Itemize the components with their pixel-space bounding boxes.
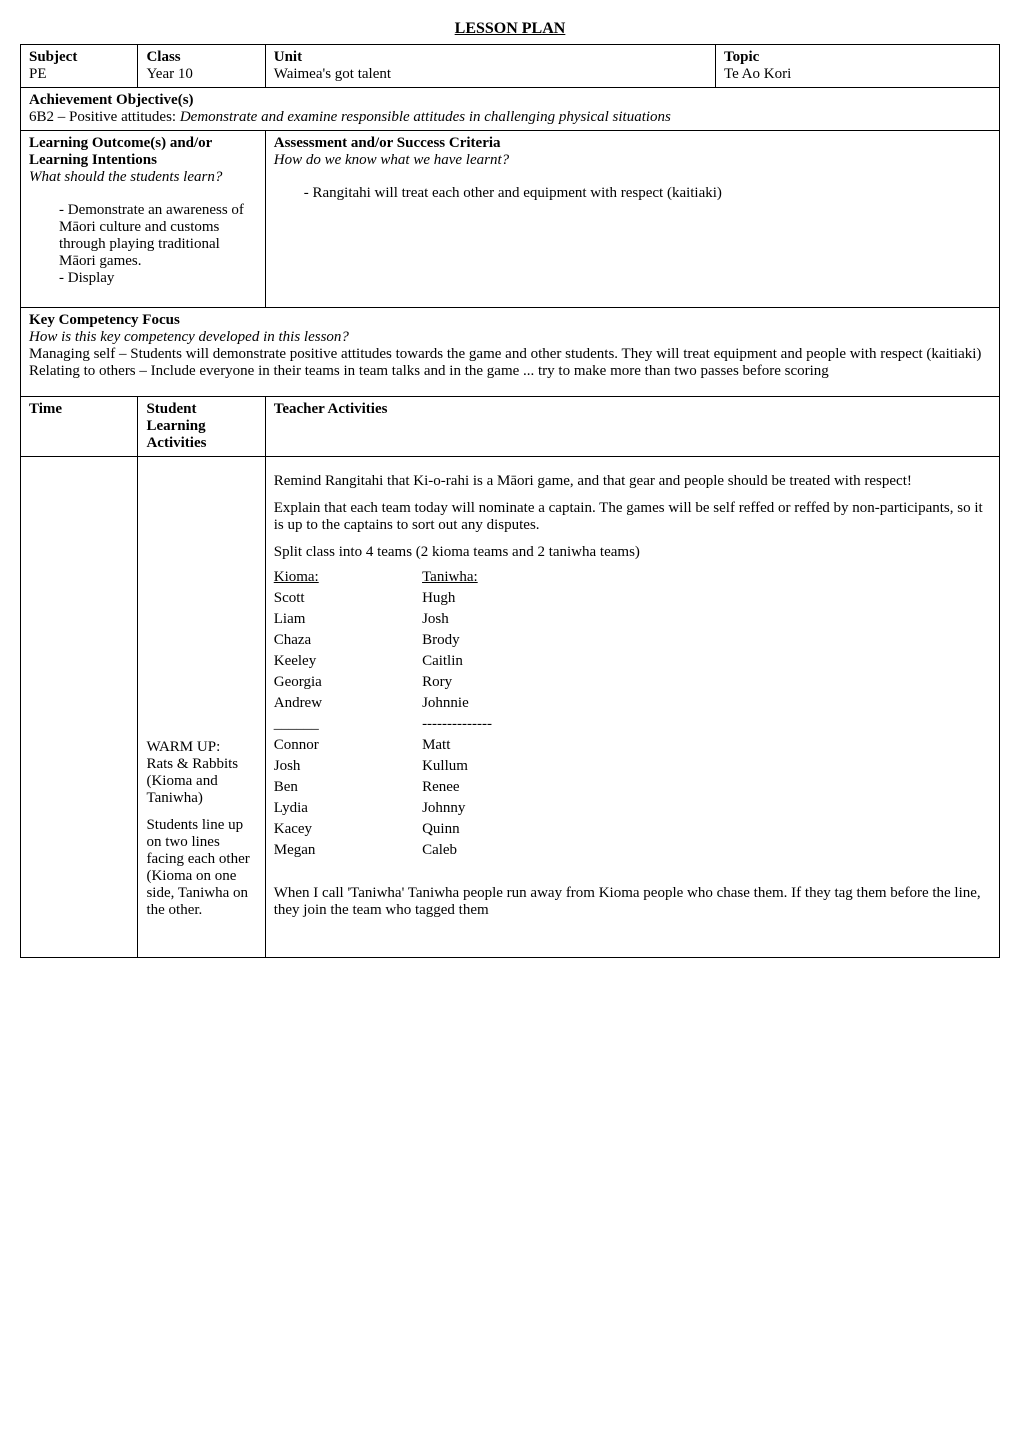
kioma-team1-name: Andrew bbox=[274, 693, 322, 714]
topic-label: Topic bbox=[724, 49, 991, 66]
activities-content-row: WARM UP: Rats & Rabbits (Kioma and Taniw… bbox=[21, 457, 1000, 958]
kioma-team2-name: Lydia bbox=[274, 798, 322, 819]
taniwha-team2-name: Matt bbox=[422, 735, 492, 756]
taniwha-team2-name: Caleb bbox=[422, 840, 492, 861]
teacher-p4: When I call 'Taniwha' Taniwha people run… bbox=[274, 885, 991, 919]
kioma-column: Kioma: Scott Liam Chaza Keeley Georgia A… bbox=[274, 567, 322, 861]
taniwha-separator: -------------- bbox=[422, 714, 492, 735]
taniwha-team1-name: Brody bbox=[422, 630, 492, 651]
teacher-activities-cell: Remind Rangitahi that Ki-o-rahi is a Māo… bbox=[265, 457, 999, 958]
class-label: Class bbox=[146, 49, 256, 66]
assessment-heading: Assessment and/or Success Criteria bbox=[274, 135, 991, 152]
time-cell bbox=[21, 457, 138, 958]
kioma-team1-name: Liam bbox=[274, 609, 322, 630]
competency-line-2: Relating to others – Include everyone in… bbox=[29, 363, 991, 380]
learning-outcomes-subheading: What should the students learn? bbox=[29, 169, 257, 186]
warmup-label: WARM UP: bbox=[146, 739, 256, 756]
taniwha-team1-name: Caitlin bbox=[422, 651, 492, 672]
taniwha-label: Taniwha: bbox=[422, 567, 492, 588]
topic-value: Te Ao Kori bbox=[724, 66, 991, 83]
header-row: Subject PE Class Year 10 Unit Waimea's g… bbox=[21, 45, 1000, 88]
assessment-subheading: How do we know what we have learnt? bbox=[274, 152, 991, 169]
kioma-separator: ______ bbox=[274, 714, 322, 735]
teacher-p3: Split class into 4 teams (2 kioma teams … bbox=[274, 544, 991, 561]
taniwha-team1-name: Josh bbox=[422, 609, 492, 630]
topic-cell: Topic Te Ao Kori bbox=[715, 45, 999, 88]
time-header: Time bbox=[21, 397, 138, 457]
subject-value: PE bbox=[29, 66, 129, 83]
lesson-plan-table: Subject PE Class Year 10 Unit Waimea's g… bbox=[20, 44, 1000, 958]
taniwha-team2-name: Quinn bbox=[422, 819, 492, 840]
learning-outcomes-heading: Learning Outcome(s) and/or Learning Inte… bbox=[29, 135, 257, 169]
unit-cell: Unit Waimea's got talent bbox=[265, 45, 715, 88]
taniwha-team2-name: Renee bbox=[422, 777, 492, 798]
taniwha-column: Taniwha: Hugh Josh Brody Caitlin Rory Jo… bbox=[422, 567, 492, 861]
taniwha-team1-name: Hugh bbox=[422, 588, 492, 609]
class-value: Year 10 bbox=[146, 66, 256, 83]
learning-outcome-item: Display bbox=[59, 270, 257, 287]
teacher-p1: Remind Rangitahi that Ki-o-rahi is a Māo… bbox=[274, 473, 991, 490]
unit-label: Unit bbox=[274, 49, 707, 66]
kioma-team1-name: Georgia bbox=[274, 672, 322, 693]
learning-outcome-item: Demonstrate an awareness of Māori cultur… bbox=[59, 202, 257, 270]
activities-header-row: Time Student Learning Activities Teacher… bbox=[21, 397, 1000, 457]
student-activities-cell: WARM UP: Rats & Rabbits (Kioma and Taniw… bbox=[138, 457, 265, 958]
teams-block: Kioma: Scott Liam Chaza Keeley Georgia A… bbox=[274, 567, 991, 861]
student-instructions: Students line up on two lines facing eac… bbox=[146, 817, 256, 919]
competency-cell: Key Competency Focus How is this key com… bbox=[21, 308, 1000, 397]
subject-label: Subject bbox=[29, 49, 129, 66]
student-activities-header: Student Learning Activities bbox=[138, 397, 265, 457]
learning-outcomes-list: Demonstrate an awareness of Māori cultur… bbox=[59, 202, 257, 287]
kioma-team2-name: Megan bbox=[274, 840, 322, 861]
kioma-team1-name: Scott bbox=[274, 588, 322, 609]
assessment-list: Rangitahi will treat each other and equi… bbox=[304, 185, 991, 202]
competency-subheading: How is this key competency developed in … bbox=[29, 329, 991, 346]
kioma-team2-name: Connor bbox=[274, 735, 322, 756]
taniwha-team2-name: Johnny bbox=[422, 798, 492, 819]
kioma-team2-name: Kacey bbox=[274, 819, 322, 840]
warmup-activity: Rats & Rabbits (Kioma and Taniwha) bbox=[146, 756, 256, 807]
taniwha-team1-name: Johnnie bbox=[422, 693, 492, 714]
learning-outcomes-cell: Learning Outcome(s) and/or Learning Inte… bbox=[21, 131, 266, 308]
kioma-label: Kioma: bbox=[274, 567, 322, 588]
page-title: LESSON PLAN bbox=[20, 20, 1000, 38]
kioma-team1-name: Chaza bbox=[274, 630, 322, 651]
assessment-item: Rangitahi will treat each other and equi… bbox=[304, 185, 991, 202]
achievement-cell: Achievement Objective(s) 6B2 – Positive … bbox=[21, 88, 1000, 131]
assessment-cell: Assessment and/or Success Criteria How d… bbox=[265, 131, 999, 308]
kioma-team2-name: Ben bbox=[274, 777, 322, 798]
achievement-heading: Achievement Objective(s) bbox=[29, 92, 194, 108]
competency-heading: Key Competency Focus bbox=[29, 312, 991, 329]
class-cell: Class Year 10 bbox=[138, 45, 265, 88]
unit-value: Waimea's got talent bbox=[274, 66, 707, 83]
teacher-p2: Explain that each team today will nomina… bbox=[274, 500, 991, 534]
taniwha-team1-name: Rory bbox=[422, 672, 492, 693]
achievement-text: 6B2 – Positive attitudes: Demonstrate an… bbox=[29, 109, 671, 125]
subject-cell: Subject PE bbox=[21, 45, 138, 88]
teacher-activities-header: Teacher Activities bbox=[265, 397, 999, 457]
competency-line-1: Managing self – Students will demonstrat… bbox=[29, 346, 991, 363]
taniwha-team2-name: Kullum bbox=[422, 756, 492, 777]
outcomes-assessment-row: Learning Outcome(s) and/or Learning Inte… bbox=[21, 131, 1000, 308]
kioma-team2-name: Josh bbox=[274, 756, 322, 777]
competency-row: Key Competency Focus How is this key com… bbox=[21, 308, 1000, 397]
kioma-team1-name: Keeley bbox=[274, 651, 322, 672]
achievement-row: Achievement Objective(s) 6B2 – Positive … bbox=[21, 88, 1000, 131]
